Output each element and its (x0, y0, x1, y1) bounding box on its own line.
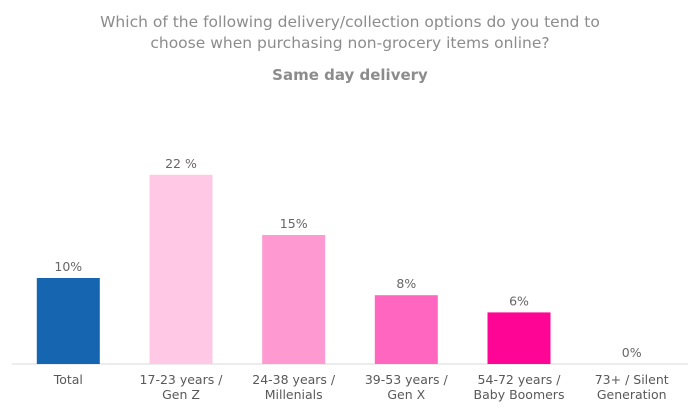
chart-title-line-1: Which of the following delivery/collecti… (100, 13, 600, 31)
bar-3 (374, 295, 438, 364)
bar-4 (487, 312, 551, 364)
category-label-2-line-1: Millenials (265, 387, 323, 402)
category-label-4-line-0: 54-72 years / (478, 372, 562, 387)
category-label-5: 73+ / Silent Generation (595, 372, 669, 402)
category-label-3-line-0: 39-53 years / (365, 372, 449, 387)
data-label-4: 6% (509, 293, 529, 308)
bar-0 (36, 278, 100, 364)
bar-2 (262, 235, 326, 364)
category-label-1-line-1: Gen Z (162, 387, 200, 402)
category-label-4-line-1: Baby Boomers (474, 387, 565, 402)
data-label-5: 0% (622, 345, 642, 360)
data-label-3: 8% (396, 276, 416, 291)
category-label-3: 39-53 years / Gen X (365, 372, 449, 402)
category-label-5-line-1: Generation (597, 387, 667, 402)
category-label-3-line-1: Gen X (387, 387, 425, 402)
category-label-5-line-0: 73+ / Silent (595, 372, 669, 387)
data-label-0: 10% (54, 259, 82, 274)
category-label-1: 17-23 years / Gen Z (140, 372, 224, 402)
category-label-0-line-0: Total (53, 372, 83, 387)
data-label-1: 22 % (165, 156, 197, 171)
category-label-0: Total (53, 372, 83, 387)
category-label-2-line-0: 24-38 years / (252, 372, 336, 387)
data-label-2: 15% (280, 216, 308, 231)
chart-title: Which of the following delivery/collecti… (0, 12, 700, 54)
bar-1 (149, 174, 213, 364)
category-label-4: 54-72 years / Baby Boomers (474, 372, 565, 402)
chart-title-line-2: choose when purchasing non-grocery items… (150, 34, 550, 52)
category-label-1-line-0: 17-23 years / (140, 372, 224, 387)
chart-subtitle: Same day delivery (272, 66, 428, 84)
category-label-2: 24-38 years / Millenials (252, 372, 336, 402)
